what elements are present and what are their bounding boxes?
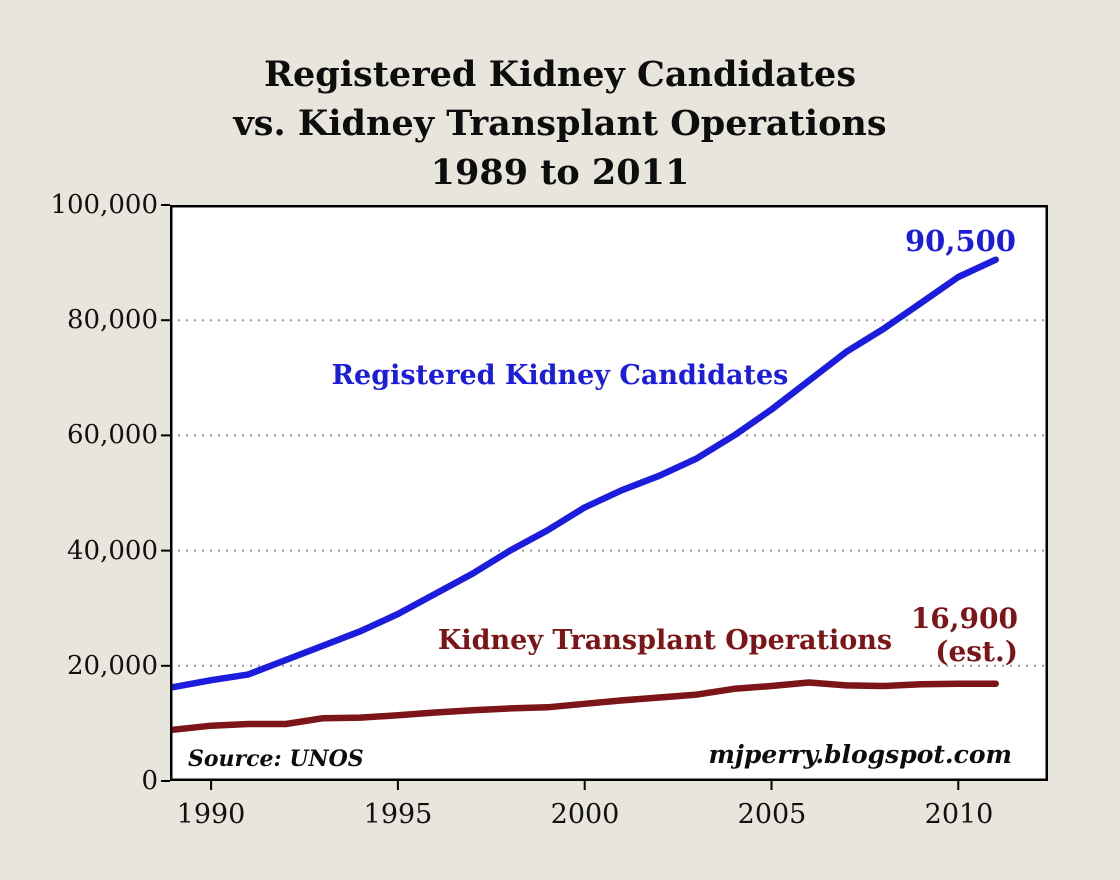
candidates-line xyxy=(170,256,999,691)
x-axis-label-1990: 1990 xyxy=(176,799,246,830)
transplants-end-note: (est.) xyxy=(935,635,1018,668)
y-axis-label-0: 0 xyxy=(141,766,158,796)
y-axis-label-20000: 20,000 xyxy=(67,651,158,681)
chart-title-line-3: 1989 to 2011 xyxy=(430,152,690,193)
y-axis-label-60000: 60,000 xyxy=(67,420,158,450)
y-axis-label-100000: 100,000 xyxy=(50,190,158,220)
source-note: Source: UNOS xyxy=(188,746,364,772)
chart-title: Registered Kidney Candidates vs. Kidney … xyxy=(0,50,1120,197)
credit-note: mjperry.blogspot.com xyxy=(708,740,1012,769)
candidates-series-label: Registered Kidney Candidates xyxy=(331,360,789,391)
y-axis-label-40000: 40,000 xyxy=(67,536,158,566)
chart-title-line-1: Registered Kidney Candidates xyxy=(263,54,857,95)
x-axis-label-1995: 1995 xyxy=(363,799,433,830)
transplants-end-value: 16,900 xyxy=(910,602,1018,635)
plot-border xyxy=(170,205,1048,781)
transplants-line xyxy=(170,679,999,733)
x-axis-label-2005: 2005 xyxy=(737,799,807,830)
candidates-end-value-label: 90,500 xyxy=(905,224,1016,258)
chart-title-line-2: vs. Kidney Transplant Operations xyxy=(233,103,887,144)
transplants-end-value-label: 16,900 (est.) xyxy=(860,602,1018,668)
plot-area xyxy=(161,204,1048,790)
transplants-series-label: Kidney Transplant Operations xyxy=(437,625,893,656)
x-axis-label-2010: 2010 xyxy=(924,799,994,830)
y-axis-label-80000: 80,000 xyxy=(67,305,158,335)
x-axis-label-2000: 2000 xyxy=(550,799,620,830)
